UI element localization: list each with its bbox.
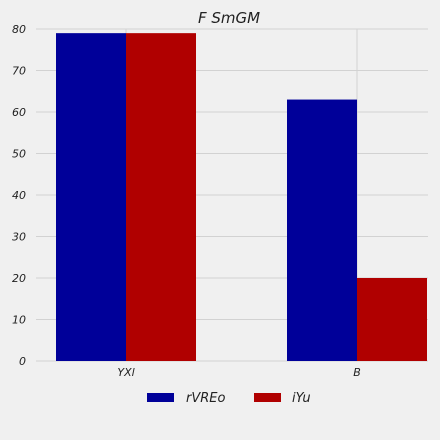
y-tick-label: 40 [12, 189, 26, 202]
legend-swatch-rVREo [147, 393, 174, 402]
y-tick-label: 80 [12, 23, 26, 36]
legend-label-iYu: iYu [292, 391, 311, 406]
chart-title: F SmGM [198, 9, 260, 27]
bar-rVREo-YXl [56, 33, 126, 362]
legend: rVREo iYu [147, 391, 311, 406]
bar-iYu-B [357, 278, 427, 361]
y-tick-label: 10 [12, 314, 26, 327]
y-tick-label: 50 [12, 148, 26, 161]
legend-swatch-iYu [254, 393, 281, 402]
x-axis-ticks: YXl B [117, 366, 360, 379]
x-tick-label: YXl [117, 366, 134, 379]
y-tick-label: 60 [12, 106, 26, 119]
y-axis-ticks: 0 10 20 30 40 50 60 70 80 [12, 23, 26, 368]
bar-iYu-YXl [126, 33, 196, 362]
y-tick-label: 70 [12, 65, 26, 78]
y-tick-label: 0 [19, 355, 26, 368]
y-tick-label: 30 [12, 231, 26, 244]
bars [56, 33, 427, 362]
legend-label-rVREo: rVREo [186, 391, 225, 406]
bar-rVREo-B [287, 99, 357, 362]
x-tick-label: B [353, 366, 361, 379]
y-tick-label: 20 [12, 272, 26, 285]
